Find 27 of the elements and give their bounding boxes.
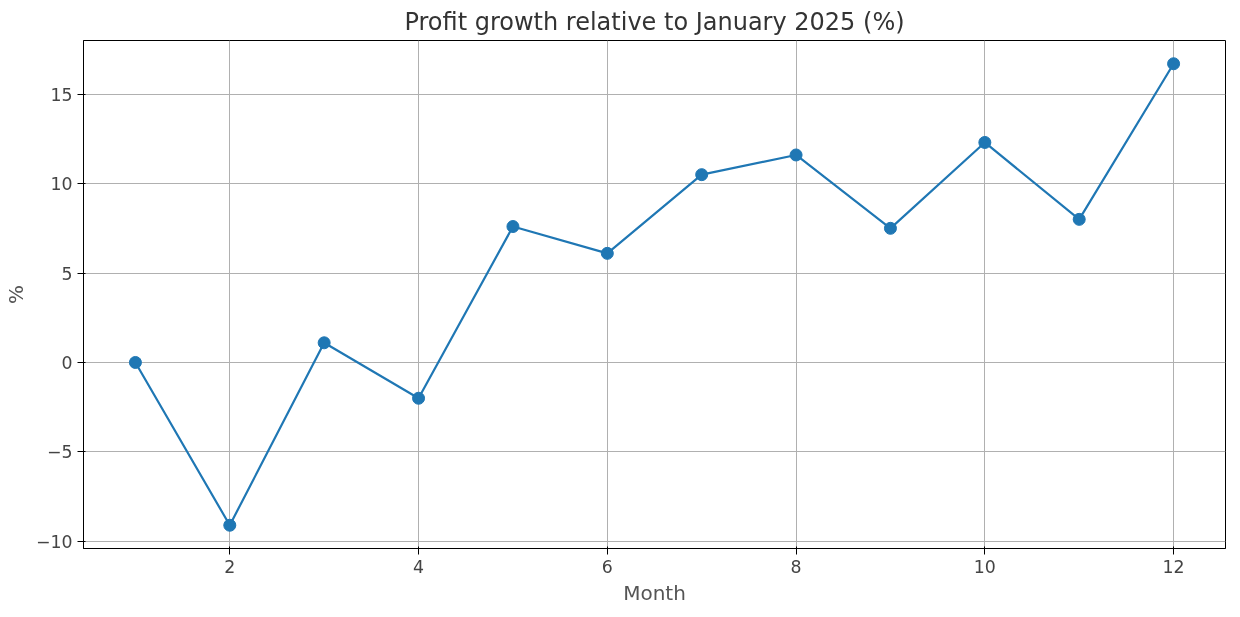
point xyxy=(412,391,426,405)
x-tick-label: 10 xyxy=(973,556,996,577)
y-tick-label: 0 xyxy=(61,352,73,373)
x-tick-label: 4 xyxy=(413,556,425,577)
point xyxy=(317,336,331,350)
y-tick-label: −5 xyxy=(46,442,73,463)
point xyxy=(1167,57,1181,71)
point xyxy=(600,246,614,260)
y-tick-label: −10 xyxy=(35,531,73,552)
point xyxy=(883,221,897,235)
y-tick-label: 5 xyxy=(61,263,73,284)
chart-title: Profit growth relative to January 2025 (%) xyxy=(404,7,905,36)
y-axis-title: % xyxy=(3,284,28,304)
point xyxy=(978,135,992,149)
x-tick-label: 8 xyxy=(790,556,802,577)
y-tick-label: 15 xyxy=(50,84,73,105)
point xyxy=(789,148,803,162)
point xyxy=(223,518,237,532)
y-tick-label: 10 xyxy=(50,174,73,195)
x-tick-label: 12 xyxy=(1162,556,1185,577)
x-axis-title: Month xyxy=(623,580,686,605)
x-tick-label: 6 xyxy=(601,556,613,577)
point xyxy=(128,355,142,369)
point xyxy=(506,220,520,234)
point xyxy=(1072,212,1086,226)
x-tick-label: 2 xyxy=(224,556,236,577)
point xyxy=(695,168,709,182)
